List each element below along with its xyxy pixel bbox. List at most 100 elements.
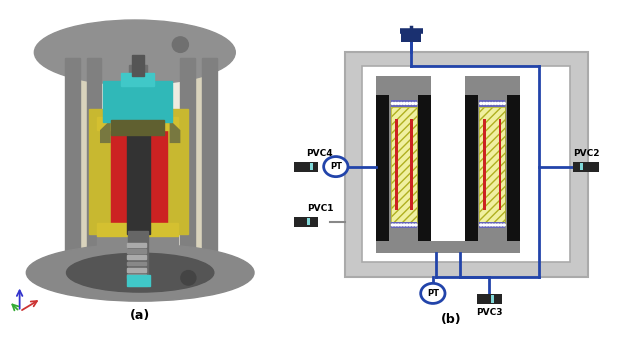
Ellipse shape [67,253,214,292]
Bar [401,31,421,42]
Bar [479,222,505,228]
Text: (b): (b) [441,313,462,325]
Circle shape [497,224,500,226]
Circle shape [488,224,491,226]
Circle shape [403,102,406,104]
Bar [132,55,144,76]
Circle shape [409,224,411,226]
Circle shape [503,102,505,104]
Circle shape [480,224,482,226]
Bar [391,222,417,228]
Bar [128,231,148,278]
Circle shape [485,224,488,226]
Circle shape [414,224,417,226]
Circle shape [406,224,408,226]
Circle shape [412,224,414,226]
Bar [580,163,583,170]
Bar [111,120,164,135]
Circle shape [483,224,485,226]
Bar [391,107,417,222]
Circle shape [488,102,491,104]
Bar [479,107,505,222]
Circle shape [403,224,406,226]
Bar [294,217,318,227]
Bar [498,119,502,210]
Bar [307,218,310,225]
Bar [573,162,599,172]
Bar [491,295,493,303]
Text: PT: PT [330,162,342,171]
Bar [103,81,173,122]
Bar [465,76,478,253]
Circle shape [421,283,445,304]
Circle shape [492,102,493,104]
Bar [97,223,178,236]
Bar [191,63,204,262]
Circle shape [414,102,417,104]
Bar [127,268,146,272]
Circle shape [324,156,348,177]
Text: PVC2: PVC2 [573,148,599,158]
Circle shape [181,271,196,285]
Bar [127,275,150,286]
Bar [87,57,102,260]
Bar [479,107,505,222]
Bar [391,100,417,107]
Circle shape [492,224,493,226]
Text: PVC3: PVC3 [476,308,503,317]
Bar [127,274,146,278]
Circle shape [480,102,482,104]
Circle shape [412,102,414,104]
Bar [477,294,502,304]
Bar [376,76,389,253]
Bar [202,57,217,260]
Circle shape [394,224,397,226]
Bar [127,249,146,253]
Bar [483,119,486,210]
Circle shape [397,224,399,226]
Bar [310,163,313,170]
Bar [376,241,520,253]
Bar [478,76,506,253]
Bar [127,117,150,234]
Bar [130,65,147,286]
Circle shape [400,102,402,104]
Text: PVC4: PVC4 [307,148,333,158]
Bar [76,63,89,262]
Circle shape [409,102,411,104]
Circle shape [483,102,485,104]
Circle shape [500,224,502,226]
Bar [411,119,413,210]
Circle shape [494,224,497,226]
Circle shape [485,102,488,104]
Text: PT: PT [427,289,439,298]
Bar [294,162,318,172]
Text: (a): (a) [130,309,150,322]
Bar [362,66,571,262]
Bar [127,255,146,259]
Bar [121,73,153,86]
Circle shape [500,102,502,104]
Ellipse shape [26,244,254,301]
Bar [89,110,124,234]
Circle shape [391,224,394,226]
Circle shape [406,102,408,104]
Polygon shape [169,120,181,143]
Ellipse shape [34,20,235,85]
Circle shape [494,102,497,104]
Bar [97,233,178,247]
Polygon shape [65,57,217,260]
Bar [431,76,465,241]
Circle shape [397,102,399,104]
Bar [181,57,195,260]
Bar [431,76,465,253]
Circle shape [400,224,402,226]
Bar [65,57,80,260]
Bar [345,52,588,276]
Bar [419,76,431,253]
Circle shape [394,102,397,104]
Bar [506,76,520,253]
Bar [127,243,146,247]
Bar [127,262,146,265]
Bar [391,107,417,222]
